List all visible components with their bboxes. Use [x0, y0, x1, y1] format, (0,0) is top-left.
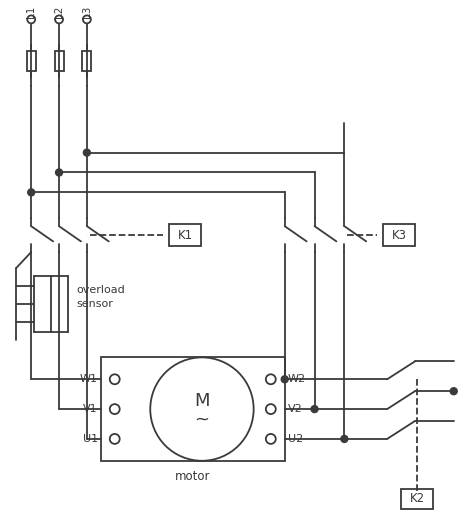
Circle shape [311, 406, 318, 412]
Circle shape [55, 15, 63, 24]
Circle shape [450, 388, 457, 394]
Circle shape [281, 376, 288, 383]
Bar [169, 224, 201, 246]
Circle shape [341, 435, 348, 443]
Bar [55, 51, 64, 71]
Text: M: M [194, 392, 210, 410]
Bar [101, 357, 285, 461]
Circle shape [55, 169, 63, 176]
Circle shape [27, 15, 35, 24]
Text: V1: V1 [83, 404, 98, 414]
Text: K2: K2 [410, 492, 425, 505]
Text: motor: motor [175, 470, 210, 483]
Text: L1: L1 [26, 5, 36, 17]
Text: V2: V2 [288, 404, 302, 414]
Text: L3: L3 [82, 5, 92, 17]
Text: K3: K3 [392, 228, 407, 242]
Text: K1: K1 [178, 228, 193, 242]
Text: W2: W2 [288, 374, 306, 384]
Text: ~: ~ [194, 410, 210, 428]
Bar [401, 489, 433, 508]
Text: overload: overload [76, 285, 125, 295]
Circle shape [266, 374, 276, 384]
Text: W1: W1 [80, 374, 98, 384]
Circle shape [110, 434, 120, 444]
Circle shape [110, 404, 120, 414]
Circle shape [266, 404, 276, 414]
Bar [27, 51, 36, 71]
Bar [383, 224, 415, 246]
Bar [82, 51, 91, 71]
Circle shape [110, 374, 120, 384]
Circle shape [266, 434, 276, 444]
Text: L2: L2 [54, 5, 64, 17]
Circle shape [83, 15, 91, 24]
Text: U2: U2 [288, 434, 303, 444]
Text: U1: U1 [82, 434, 98, 444]
Circle shape [28, 189, 35, 196]
Circle shape [83, 149, 91, 156]
Text: sensor: sensor [76, 299, 113, 309]
